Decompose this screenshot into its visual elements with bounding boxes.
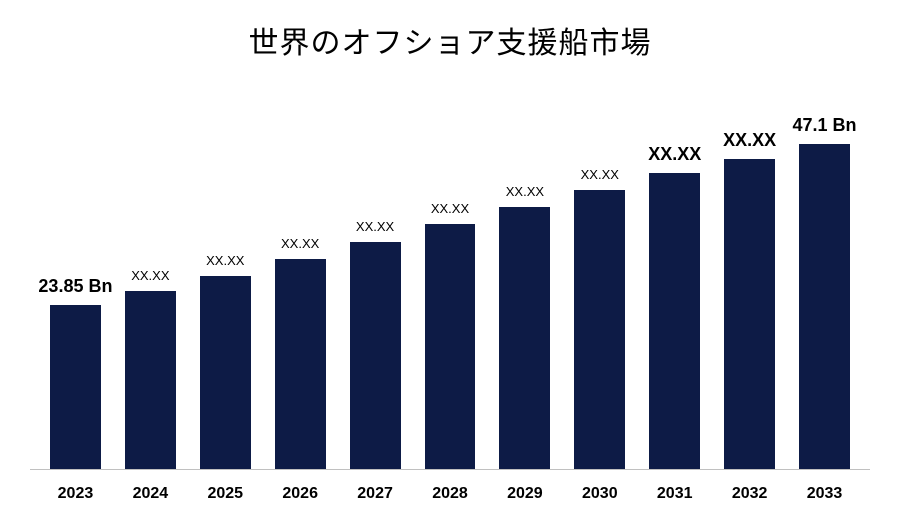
bar-value-label: 47.1 Bn [765, 115, 885, 136]
bar [275, 259, 326, 469]
x-tick-label: 2024 [113, 485, 188, 503]
bar [125, 291, 176, 469]
bar-slot: XX.XX [712, 90, 787, 469]
bar [425, 224, 476, 469]
chart-area: 23.85 BnXX.XXXX.XXXX.XXXX.XXXX.XXXX.XXXX… [30, 90, 870, 470]
bars-container: 23.85 BnXX.XXXX.XXXX.XXXX.XXXX.XXXX.XXXX… [30, 90, 870, 470]
x-tick-label: 2031 [637, 485, 712, 503]
bar [200, 276, 251, 469]
bar-slot: XX.XX [263, 90, 338, 469]
bar [724, 159, 775, 469]
x-tick-label: 2032 [712, 485, 787, 503]
bar [574, 190, 625, 469]
bar-slot: XX.XX [338, 90, 413, 469]
bar-slot: XX.XX [188, 90, 263, 469]
bar [799, 144, 850, 469]
x-tick-label: 2025 [188, 485, 263, 503]
x-tick-label: 2026 [263, 485, 338, 503]
bar-slot: XX.XX [487, 90, 562, 469]
bar [649, 173, 700, 469]
chart-title: 世界のオフショア支援船市場 [0, 0, 900, 62]
bar-slot: XX.XX [413, 90, 488, 469]
x-tick-label: 2028 [413, 485, 488, 503]
bar [50, 305, 101, 469]
x-axis: 2023202420252026202720282029203020312032… [30, 485, 870, 503]
x-tick-label: 2029 [487, 485, 562, 503]
bar [499, 207, 550, 469]
bar-slot: XX.XX [113, 90, 188, 469]
bar [350, 242, 401, 469]
x-tick-label: 2023 [38, 485, 113, 503]
x-tick-label: 2030 [562, 485, 637, 503]
x-tick-label: 2033 [787, 485, 862, 503]
bar-slot: 47.1 Bn [787, 90, 862, 469]
x-tick-label: 2027 [338, 485, 413, 503]
